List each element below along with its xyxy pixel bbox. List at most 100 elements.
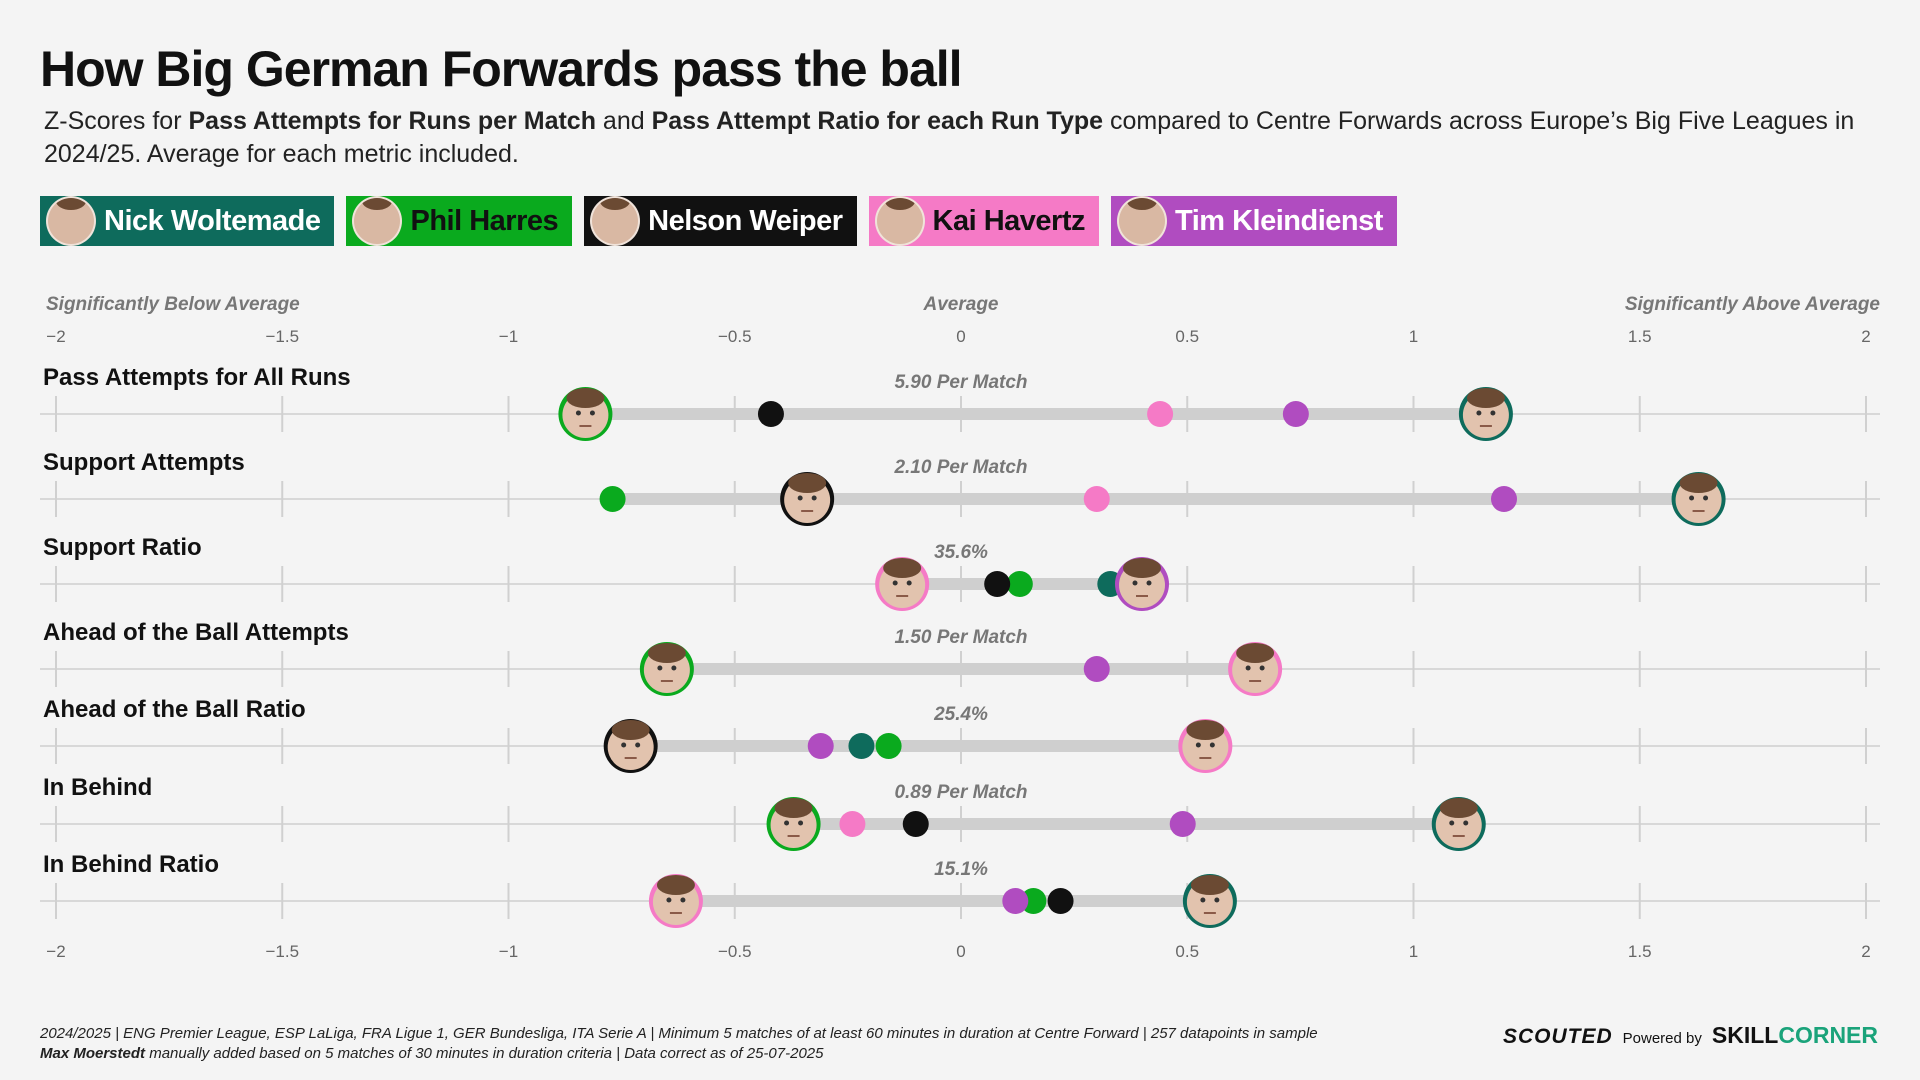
x-tick-label-top: 1 [1409, 327, 1418, 346]
player-avatar-eye [1703, 495, 1709, 501]
avatar [352, 196, 403, 246]
player-dot [1006, 571, 1033, 597]
player-dot [1083, 656, 1110, 682]
player-avatar-hair [774, 798, 813, 818]
brand-logos: SCOUTED Powered by SKILLCORNER [1503, 1022, 1878, 1049]
player-dot [839, 811, 866, 837]
x-tick-label-top: −1.5 [265, 327, 299, 346]
player-avatar-eye [1214, 897, 1220, 903]
metric-label: In Behind Ratio [43, 851, 219, 878]
x-tick-label-bottom: 0.5 [1175, 942, 1199, 961]
player-avatar-hair [1186, 720, 1225, 740]
player-avatar-hair [1236, 643, 1275, 663]
x-tick-label-bottom: −1.5 [265, 942, 299, 961]
average-label: 5.90 Per Match [894, 372, 1027, 393]
metric-label: Ahead of the Ball Attempts [43, 619, 349, 646]
dot-range-chart: Significantly Below Average Average Signif… [40, 294, 1881, 961]
player-dot [875, 733, 902, 759]
player-avatar-eye [892, 580, 898, 586]
legend-label: Nelson Weiper [648, 204, 843, 237]
x-tick-label-bottom: 1.5 [1628, 942, 1652, 961]
player-dot [1147, 401, 1174, 427]
player-avatar-hair [1190, 875, 1229, 895]
metric-label: Pass Attempts for All Runs [43, 364, 351, 391]
avatar [46, 196, 96, 246]
player-avatar-hair [611, 720, 650, 740]
player-avatar-eye [635, 742, 641, 748]
player-avatar-eye [798, 820, 804, 826]
player-dot [1491, 486, 1517, 512]
x-tick-label-top: 0.5 [1175, 327, 1199, 346]
player-dot [1047, 888, 1074, 914]
legend-label: Tim Kleindienst [1175, 204, 1383, 237]
legend-chip-harres: Phil Harres [346, 196, 573, 246]
scale-label-below: Significantly Below Average [46, 294, 300, 315]
player-avatar-eye [1490, 410, 1496, 416]
player-avatar-eye [621, 742, 627, 748]
metric-label: Support Attempts [43, 449, 245, 476]
chart-subtitle: Z-Scores for Pass Attempts for Runs per … [44, 107, 1855, 168]
player-avatar-eye [1463, 820, 1469, 826]
player-avatar-eye [1689, 495, 1695, 501]
legend-label: Phil Harres [410, 204, 559, 237]
player-avatar-hair [1679, 473, 1718, 493]
player-dot [757, 401, 784, 427]
player-avatar-eye [1259, 665, 1265, 671]
player-avatar-eye [906, 580, 912, 586]
avatar [590, 196, 641, 246]
player-avatar-hair [1123, 558, 1161, 578]
x-tick-label-bottom: 0 [956, 942, 965, 961]
powered-by-text: Powered by [1622, 1030, 1702, 1047]
scouted-logo: SCOUTED [1502, 1025, 1613, 1048]
player-avatar-hair [788, 473, 827, 493]
average-label: 25.4% [933, 704, 988, 725]
legend-label: Nick Woltemade [104, 204, 321, 237]
metric-label: In Behind [43, 774, 152, 801]
player-avatar-hair [1439, 798, 1478, 818]
player-dot [1169, 811, 1196, 837]
x-tick-label-top: 0 [956, 327, 965, 346]
player-dot [1002, 888, 1029, 914]
scale-label-above: Significantly Above Average [1625, 294, 1881, 315]
player-avatar-hair [647, 643, 686, 663]
avatar [1117, 196, 1167, 246]
player-avatar-hair [656, 875, 695, 895]
footer-notes: 2024/2025 | ENG Premier League, ESP LaLi… [40, 1024, 1318, 1064]
x-tick-label-bottom: −1 [499, 942, 518, 961]
player-dot [1020, 888, 1047, 914]
player-dot [848, 733, 875, 759]
player-avatar-eye [1476, 410, 1482, 416]
player-avatar-eye [575, 410, 581, 416]
player-avatar-eye [1195, 742, 1201, 748]
player-avatar-eye [1449, 820, 1455, 826]
player-avatar-eye [589, 410, 595, 416]
footer-line-2: Max Moerstedt manually added based on 5 … [40, 1045, 824, 1062]
player-legend: Nick Woltemade Phil Harres Nelson Weiper… [40, 196, 1397, 246]
legend-chip-havertz: Kai Havertz [868, 196, 1099, 246]
footer-line-1: 2024/2025 | ENG Premier League, ESP LaLi… [40, 1025, 1318, 1042]
player-avatar-eye [671, 665, 677, 671]
x-tick-label-bottom: −2 [46, 942, 65, 961]
scale-label-average: Average [923, 294, 999, 315]
x-tick-label-bottom: 2 [1861, 942, 1870, 961]
skillcorner-logo: SKILLCORNER [1711, 1022, 1878, 1048]
x-tick-label-bottom: 1 [1409, 942, 1418, 961]
player-avatar-eye [1132, 580, 1138, 586]
average-label: 15.1% [934, 859, 988, 880]
legend-chip-weiper: Nelson Weiper [584, 196, 857, 246]
avatar [874, 196, 925, 246]
player-avatar-eye [797, 495, 803, 501]
player-avatar-eye [657, 665, 663, 671]
x-tick-label-top: −2 [46, 327, 65, 346]
average-label: 1.50 Per Match [894, 627, 1027, 648]
player-dot [807, 733, 834, 759]
x-tick-label-top: −0.5 [718, 327, 752, 346]
chart-title: How Big German Forwards pass the ball [40, 41, 963, 97]
player-avatar-eye [666, 897, 672, 903]
player-avatar-eye [784, 820, 790, 826]
player-dot [902, 811, 929, 837]
x-tick-label-bottom: −0.5 [718, 942, 752, 961]
player-avatar-eye [1209, 742, 1215, 748]
player-avatar-eye [811, 495, 817, 501]
average-label: 2.10 Per Match [893, 457, 1027, 478]
